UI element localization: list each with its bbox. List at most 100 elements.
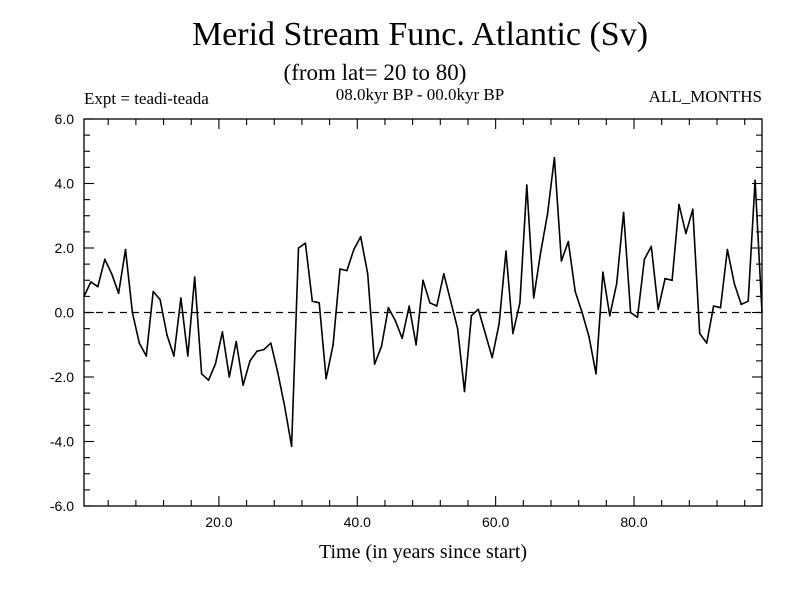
data-point — [505, 250, 507, 252]
series-line — [83, 156, 763, 448]
data-point — [436, 305, 438, 307]
data-point — [207, 379, 210, 382]
x-tick-label: 80.0 — [620, 514, 647, 530]
data-point — [401, 337, 404, 340]
data-point — [124, 248, 127, 251]
data-point — [104, 258, 106, 261]
data-point — [685, 232, 687, 235]
data-point — [242, 384, 244, 386]
data-point — [622, 211, 625, 214]
data-point — [380, 345, 383, 348]
data-point — [270, 342, 272, 344]
data-point — [180, 297, 182, 299]
data-point — [173, 355, 175, 357]
data-point — [110, 273, 113, 275]
data-point — [359, 235, 362, 238]
data-point — [609, 314, 611, 317]
data-point — [463, 390, 466, 393]
data-point — [214, 363, 217, 365]
data-point — [304, 242, 307, 244]
data-point — [629, 311, 632, 314]
data-point — [539, 252, 542, 254]
data-point — [387, 306, 390, 309]
data-point — [332, 344, 334, 346]
data-point — [276, 371, 279, 374]
tick-labels: 20.0 40.0 60.0 80.0 -6.0 -4.0 -2.0 0.0 2.0 4.0 6.0 — [50, 111, 648, 530]
experiment-label: Expt = teadi-teada — [84, 89, 209, 108]
data-point — [138, 342, 141, 344]
data-point — [263, 348, 265, 351]
data-point — [228, 376, 231, 378]
data-point — [283, 405, 286, 407]
data-point — [740, 303, 742, 306]
data-point — [131, 311, 134, 314]
data-point — [90, 281, 92, 283]
data-point — [117, 292, 120, 295]
data-point — [491, 356, 494, 359]
data-point — [526, 184, 528, 186]
data-point — [643, 258, 646, 261]
data-point — [498, 323, 500, 325]
data-point — [712, 305, 715, 307]
data-point — [366, 273, 369, 275]
y-tick-label: 6.0 — [55, 111, 75, 127]
data-point — [83, 295, 85, 298]
data-point — [346, 269, 348, 272]
data-point — [560, 260, 563, 262]
data-point — [429, 302, 431, 304]
data-point — [678, 203, 680, 206]
data-point — [747, 300, 749, 303]
data-point — [484, 332, 487, 335]
data-point — [615, 282, 618, 285]
y-tick-label: -2.0 — [50, 369, 74, 385]
data-point — [456, 327, 459, 330]
data-point — [546, 213, 549, 215]
x-tick-label: 20.0 — [205, 514, 232, 530]
x-tick-label: 60.0 — [482, 514, 509, 530]
data-point — [353, 248, 355, 251]
data-point — [512, 332, 514, 335]
data-point — [588, 335, 590, 338]
data-point — [249, 360, 251, 362]
data-point — [692, 208, 694, 211]
data-point — [733, 282, 736, 285]
chart-subtitle: (from lat= 20 to 80) — [283, 60, 467, 85]
y-tick-label: -4.0 — [50, 434, 74, 450]
data-point — [443, 273, 445, 275]
data-point — [532, 297, 535, 299]
data-point — [422, 279, 424, 282]
data-point — [339, 268, 341, 270]
data-point — [602, 271, 604, 274]
data-point — [152, 290, 154, 293]
data-point — [595, 373, 597, 375]
period-label: 08.0kyr BP - 00.0kyr BP — [335, 85, 505, 104]
data-point — [761, 311, 763, 314]
data-point — [97, 285, 99, 288]
data-point — [159, 298, 161, 301]
data-point — [754, 179, 756, 182]
data-point — [519, 302, 521, 304]
data-point — [256, 350, 258, 353]
data-point — [221, 331, 224, 333]
data-point — [415, 344, 417, 346]
data-point — [373, 363, 376, 365]
data-point — [166, 334, 168, 336]
data-point — [311, 300, 314, 303]
data-point — [477, 308, 480, 311]
months-label: ALL_MONTHS — [648, 87, 762, 106]
data-point — [698, 332, 701, 335]
data-point — [449, 300, 452, 303]
data-point — [671, 279, 673, 282]
data-point — [553, 156, 556, 159]
y-tick-label: 0.0 — [55, 305, 75, 321]
data-point — [719, 306, 722, 309]
data-point — [657, 308, 659, 311]
x-tick-label: 40.0 — [344, 514, 371, 530]
y-tick-label: 4.0 — [55, 176, 75, 192]
data-point — [394, 319, 397, 322]
data-point — [705, 342, 708, 344]
data-point — [567, 240, 570, 243]
x-axis-title: Time (in years since start) — [319, 541, 527, 563]
data-point — [145, 355, 148, 357]
